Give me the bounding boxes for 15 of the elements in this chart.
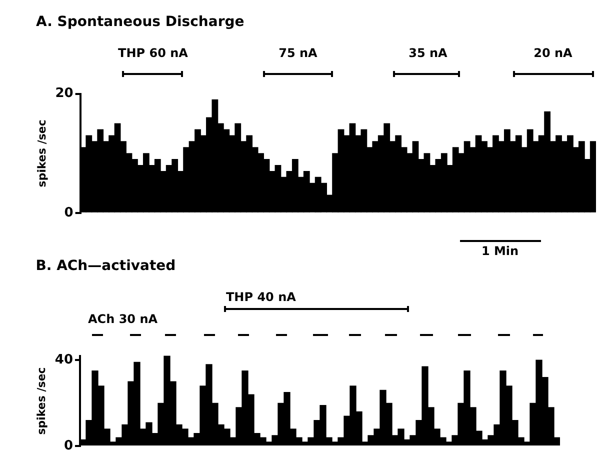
y-tick-label: 0 [64, 205, 74, 220]
text: ACh 30 nA [88, 312, 158, 326]
y-tick-label: 20 [55, 86, 74, 102]
y-axis-title: spikes /sec [35, 120, 48, 188]
y-tick-label: 0 [64, 438, 73, 454]
chart-title: A. Spontaneous Discharge [36, 14, 244, 30]
y-tick-label: 40 [54, 352, 73, 368]
text: 1 Min [481, 244, 519, 258]
y-axis-title: spikes /sec [35, 367, 48, 435]
text: 75 nA [278, 46, 318, 60]
text: 20 nA [534, 46, 572, 60]
text: THP 40 nA [226, 290, 296, 304]
text: 35 nA [408, 46, 448, 60]
chart-title: B. ACh—activated [36, 258, 176, 274]
text: THP 60 nA [118, 46, 188, 60]
